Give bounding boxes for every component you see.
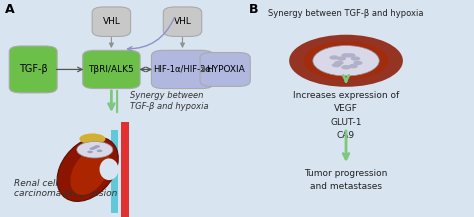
Circle shape <box>97 150 102 152</box>
FancyBboxPatch shape <box>82 50 140 89</box>
Circle shape <box>94 145 100 148</box>
Bar <box>111 130 118 213</box>
Circle shape <box>341 65 351 69</box>
Bar <box>121 122 129 217</box>
Circle shape <box>348 64 358 68</box>
Circle shape <box>92 146 98 149</box>
Ellipse shape <box>57 137 118 201</box>
Text: Tumor progression
and metastases: Tumor progression and metastases <box>304 169 388 191</box>
Text: Synergy between
TGF-β and hypoxia: Synergy between TGF-β and hypoxia <box>130 91 209 111</box>
Circle shape <box>303 41 389 80</box>
FancyBboxPatch shape <box>92 7 130 36</box>
Ellipse shape <box>100 158 118 180</box>
Text: HIF-1α/HIF-2α: HIF-1α/HIF-2α <box>154 65 211 74</box>
Ellipse shape <box>80 133 105 144</box>
Circle shape <box>351 56 360 61</box>
Text: Renal cell
carcinoma progression: Renal cell carcinoma progression <box>14 179 118 199</box>
Text: VHL: VHL <box>102 17 120 26</box>
Circle shape <box>334 61 344 65</box>
Circle shape <box>90 147 95 150</box>
Circle shape <box>346 53 356 58</box>
Circle shape <box>77 141 113 158</box>
FancyBboxPatch shape <box>200 53 250 86</box>
FancyBboxPatch shape <box>163 7 202 36</box>
Circle shape <box>337 56 346 61</box>
Text: HYPOXIA: HYPOXIA <box>206 65 245 74</box>
Text: TβRI/ALK5: TβRI/ALK5 <box>89 65 134 74</box>
FancyBboxPatch shape <box>152 50 213 89</box>
Circle shape <box>332 63 341 67</box>
Circle shape <box>87 151 93 153</box>
FancyBboxPatch shape <box>9 46 57 93</box>
Circle shape <box>329 55 339 60</box>
Text: B: B <box>249 3 258 16</box>
Text: Increases expression of
VEGF
GLUT-1
CA9: Increases expression of VEGF GLUT-1 CA9 <box>293 91 399 140</box>
Circle shape <box>353 61 363 65</box>
Text: VHL: VHL <box>173 17 191 26</box>
Circle shape <box>313 46 379 76</box>
Text: A: A <box>5 3 14 16</box>
Text: Synergy between TGF-β and hypoxia: Synergy between TGF-β and hypoxia <box>268 9 424 18</box>
Circle shape <box>341 53 351 58</box>
Text: TGF-β: TGF-β <box>19 64 47 74</box>
Circle shape <box>289 35 403 87</box>
Ellipse shape <box>70 148 110 195</box>
